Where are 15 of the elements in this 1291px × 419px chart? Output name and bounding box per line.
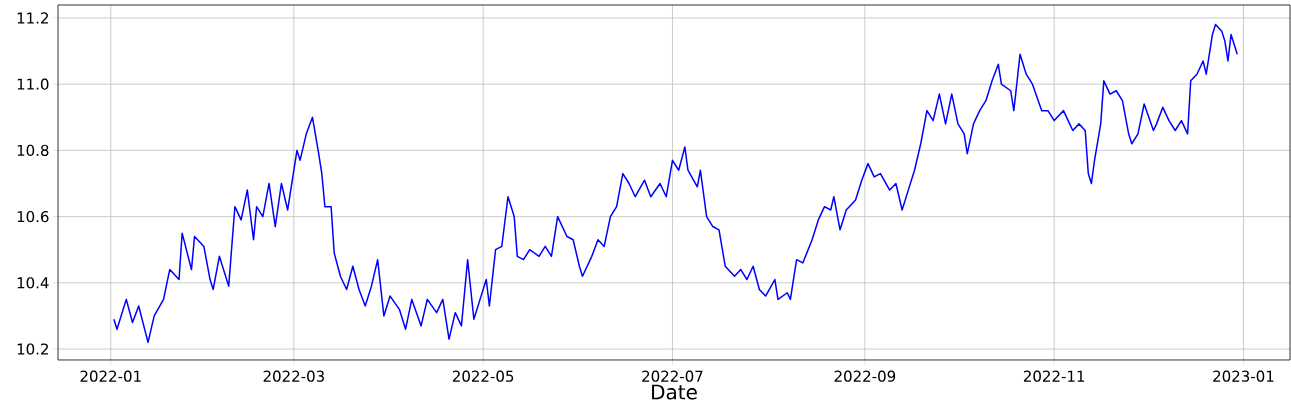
x-tick-label: 2022-03 (263, 370, 324, 382)
y-tick-label: 10.8 (17, 144, 49, 157)
x-tick-label: 2022-05 (452, 370, 514, 382)
x-tick-label: 2023-01 (1213, 370, 1274, 382)
y-tick-label: 11.2 (17, 12, 48, 24)
x-axis-title: Date (652, 384, 697, 400)
y-tick-label: 10.2 (17, 343, 48, 355)
line-series (113, 23, 1239, 344)
x-tick-label: 2022-01 (80, 370, 141, 382)
y-tick-label: 10.6 (17, 210, 49, 223)
x-tick-label: 2022-11 (1023, 370, 1085, 382)
x-tick-label: 2022-07 (642, 370, 703, 382)
y-tick-label: 10.4 (17, 277, 49, 289)
y-tick-label: 11.0 (17, 78, 49, 90)
x-tick-label: 2022-09 (834, 370, 896, 382)
